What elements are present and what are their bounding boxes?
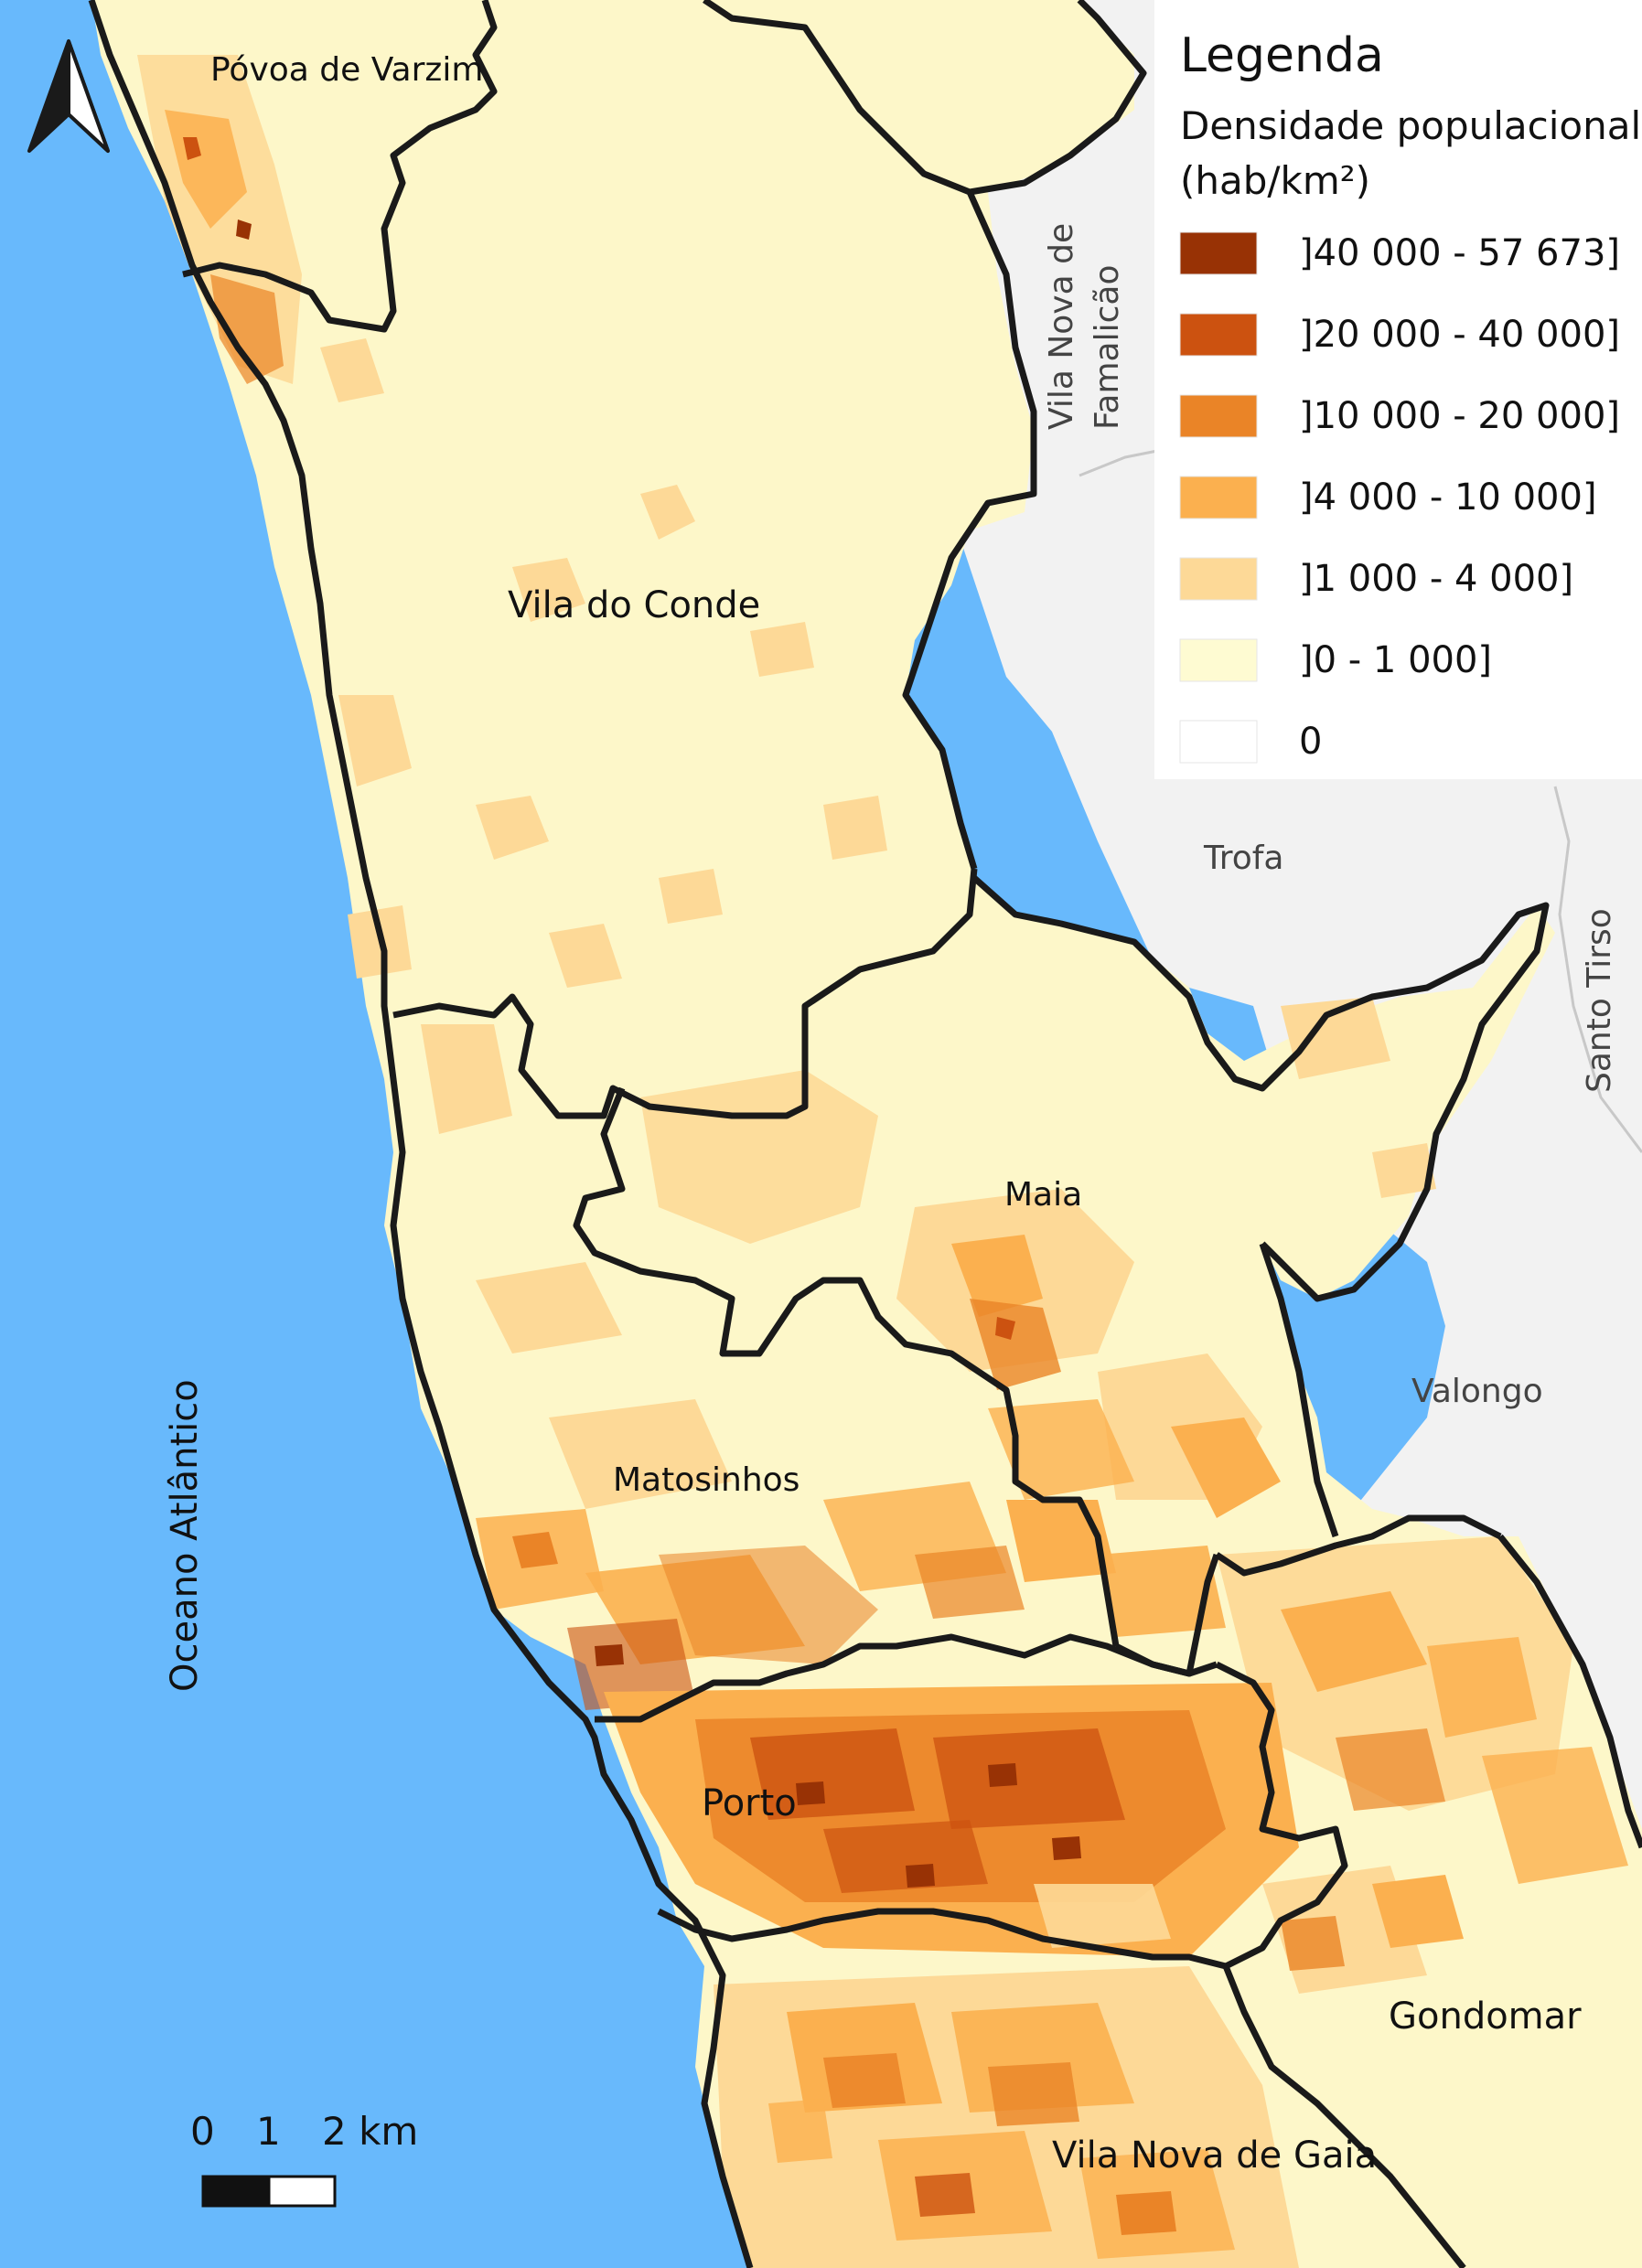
label-matosinhos: Matosinhos <box>613 1461 800 1499</box>
boundary-povoa-north <box>703 0 1147 196</box>
label-maia: Maia <box>1004 1176 1082 1214</box>
scale-bar-segment-white <box>267 2175 337 2208</box>
legend-label: ]10 000 - 20 000] <box>1299 395 1620 437</box>
boundary-maia-valongo <box>1259 1242 1339 1538</box>
scale-tick-1: 1 <box>256 2109 281 2154</box>
legend-subtitle-line1: Densidade populacional <box>1180 103 1641 148</box>
legend-swatch <box>1179 313 1258 357</box>
legend-swatch <box>1179 720 1258 764</box>
scale-bar-segment-black <box>201 2175 271 2208</box>
boundary-gondomar-east <box>1497 1534 1642 1849</box>
legend-swatch <box>1179 394 1258 438</box>
legend-swatch <box>1179 638 1258 682</box>
legend-swatch <box>1179 476 1258 519</box>
boundary-porto-gondomar <box>1215 1661 1348 1970</box>
legend-items: ]40 000 - 57 673] ]20 000 - 40 000] ]10 00… <box>1179 231 1620 764</box>
label-valongo: Valongo <box>1411 1373 1543 1410</box>
legend: Legenda Densidade populacional (hab/km²)… <box>1154 0 1642 779</box>
legend-label: ]40 000 - 57 673] <box>1299 232 1620 274</box>
legend-label: ]0 - 1 000] <box>1299 639 1492 681</box>
coastline <box>88 0 754 2268</box>
boundary-maia-gondomar <box>1114 1553 1220 1677</box>
density-patches <box>137 55 1628 2268</box>
legend-label: 0 <box>1299 721 1322 763</box>
label-vila-nova-de-famalicao-line2: Famalicão <box>1089 265 1126 430</box>
label-povoa-de-varzim: Póvoa de Varzim <box>210 51 483 89</box>
boundary-porto-gaia <box>657 1908 1227 1970</box>
boundary-gondomar-gaia <box>1222 1964 1466 2268</box>
municipality-boundaries <box>88 0 1642 2268</box>
north-arrow-icon <box>27 39 110 153</box>
label-ocean: Oceano Atlântico <box>164 1379 206 1692</box>
scale-bar: 0 1 2 km <box>190 2109 418 2208</box>
label-porto: Porto <box>702 1782 797 1824</box>
boundary-valongo-gondomar <box>1215 1514 1502 1577</box>
boundary-maia-matosinhos <box>573 1086 1120 1647</box>
label-trofa: Trofa <box>1203 840 1283 877</box>
legend-swatch <box>1179 557 1258 601</box>
boundary-povoa-vila-do-conde <box>182 0 498 333</box>
boundary-maia-east <box>971 875 1550 1302</box>
legend-label: ]4 000 - 10 000] <box>1299 476 1597 519</box>
outside-boundary-santo-tirso <box>1553 786 1642 1153</box>
legend-label: ]1 000 - 4 000] <box>1299 558 1573 600</box>
legend-subtitle-line2: (hab/km²) <box>1180 158 1370 203</box>
legend-label: ]20 000 - 40 000] <box>1299 314 1620 356</box>
label-vila-nova-de-gaia: Vila Nova de Gaia <box>1052 2134 1377 2177</box>
label-gondomar: Gondomar <box>1389 1995 1582 2038</box>
label-santo-tirso: Santo Tirso <box>1581 908 1618 1093</box>
boundary-vila-do-conde-south <box>392 868 978 1119</box>
scale-tick-2: 2 km <box>322 2109 418 2154</box>
label-vila-do-conde: Vila do Conde <box>508 584 760 626</box>
label-vila-nova-de-famalicao-line1: Vila Nova de <box>1043 223 1080 430</box>
boundary-vila-do-conde-east <box>902 190 1037 871</box>
legend-swatch <box>1179 231 1258 275</box>
legend-title: Legenda <box>1180 28 1384 83</box>
scale-tick-0: 0 <box>190 2109 215 2154</box>
